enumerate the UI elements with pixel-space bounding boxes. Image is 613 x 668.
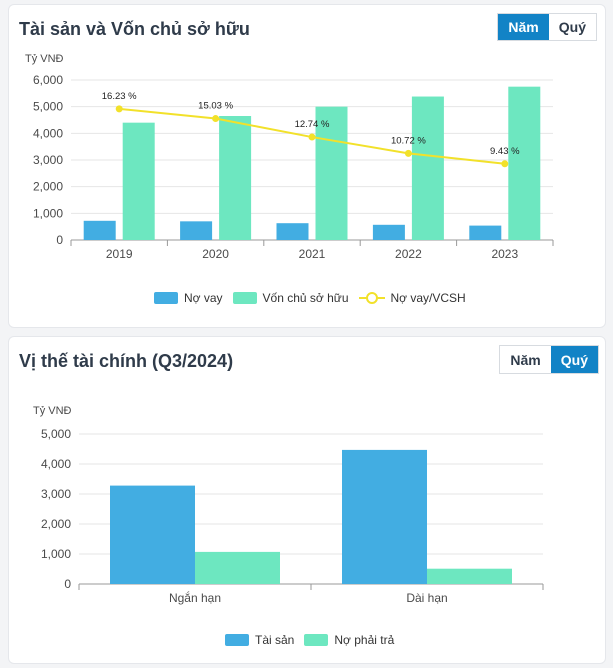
assets-equity-panel: Tài sản và Vốn chủ sở hữu Năm Quý Tỷ VNĐ… [8, 4, 606, 328]
y-tick-label: 0 [56, 233, 63, 247]
y-tick-label: 6,000 [33, 73, 63, 87]
x-tick-label: 2019 [106, 247, 133, 261]
x-tick-label: 2022 [395, 247, 422, 261]
bar-primary [342, 449, 427, 584]
y-tick-label: 2,000 [33, 180, 63, 194]
bar-primary [110, 485, 195, 584]
bar-primary [276, 223, 309, 240]
bar-primary [469, 225, 502, 240]
legend-item-no-vay[interactable]: Nợ vay [154, 291, 223, 305]
bar-secondary [195, 551, 280, 584]
bar-primary [83, 220, 116, 240]
y-tick-label: 4,000 [33, 126, 63, 140]
chart-legend: Nợ vay Vốn chủ sở hữu Nợ vay/VCSH [154, 291, 466, 305]
x-tick-label: 2020 [202, 247, 229, 261]
financial-position-chart: Tỷ VNĐ 0 1,000 2,000 3,000 4,000 5,000 Ngắn hạn… [33, 405, 544, 605]
ratio-point [115, 105, 123, 113]
quarter-button[interactable]: Quý [548, 14, 596, 40]
x-tick-label: Ngắn hạn [169, 590, 221, 605]
legend-swatch-green [232, 292, 257, 304]
y-axis-unit: Tỷ VNĐ [25, 53, 64, 65]
ratio-data-label: 10.72 % [391, 135, 426, 146]
legend-item-tai-san[interactable]: Tài sản [225, 633, 294, 647]
ratio-point [404, 149, 412, 157]
x-tick-label: 2021 [299, 247, 326, 261]
panel-title: Tài sản và Vốn chủ sở hữu [19, 19, 250, 39]
ratio-point [501, 160, 509, 168]
y-tick-label: 1,000 [33, 206, 63, 220]
legend-line-marker-icon [358, 292, 385, 304]
bar-primary [180, 221, 213, 240]
bar-secondary [411, 96, 444, 241]
y-tick-label: 0 [64, 577, 71, 591]
bar-secondary [427, 568, 512, 584]
legend-label: Nợ vay [184, 291, 223, 305]
legend-swatch-blue [154, 292, 178, 304]
ratio-data-label: 15.03 % [198, 101, 233, 112]
bar-secondary [122, 122, 155, 240]
y-tick-label: 4,000 [41, 457, 71, 471]
chart-legend: Tài sản Nợ phải trả [225, 633, 394, 647]
legend-swatch-green [304, 634, 329, 646]
y-tick-label: 1,000 [41, 547, 71, 561]
year-button[interactable]: Năm [500, 346, 551, 373]
y-tick-label: 5,000 [41, 427, 71, 441]
bar-primary [372, 224, 405, 240]
legend-item-no-phai-tra[interactable]: Nợ phải trả [304, 633, 394, 647]
bar-secondary [315, 106, 348, 241]
y-axis-unit: Tỷ VNĐ [33, 405, 72, 417]
y-tick-label: 2,000 [41, 517, 71, 531]
y-tick-label: 3,000 [33, 153, 63, 167]
legend-label: Nợ phải trả [334, 633, 395, 647]
ratio-point [308, 133, 316, 141]
ratio-data-label: 12.74 % [295, 119, 330, 130]
y-tick-label: 3,000 [41, 487, 71, 501]
financial-position-panel: Vị thế tài chính (Q3/2024) Năm Quý Tỷ VN… [8, 336, 606, 664]
x-tick-label: 2023 [491, 247, 518, 261]
legend-label: Vốn chủ sở hữu [262, 291, 349, 305]
ratio-data-label: 16.23 % [102, 91, 137, 102]
period-toggle: Năm Quý [497, 13, 597, 41]
legend-item-von-csh[interactable]: Vốn chủ sở hữu [232, 291, 349, 305]
legend-item-ratio[interactable]: Nợ vay/VCSH [358, 291, 466, 305]
y-tick-label: 5,000 [33, 100, 63, 114]
legend-swatch-blue [225, 634, 249, 646]
bar-secondary [219, 116, 252, 240]
ratio-point [212, 115, 220, 123]
legend-label: Tài sản [255, 633, 295, 647]
x-tick-label: Dài hạn [406, 591, 447, 605]
bar-secondary [508, 86, 541, 241]
quarter-button[interactable]: Quý [550, 346, 598, 373]
year-button[interactable]: Năm [498, 14, 549, 40]
period-toggle: Năm Quý [499, 345, 599, 374]
ratio-data-label: 9.43 % [490, 146, 520, 157]
legend-label: Nợ vay/VCSH [390, 291, 466, 305]
assets-equity-chart: Tỷ VNĐ 0 1,000 2,000 3,000 4,000 5,000 6,000 201… [25, 53, 554, 261]
panel-title: Vị thế tài chính (Q3/2024) [19, 351, 234, 371]
